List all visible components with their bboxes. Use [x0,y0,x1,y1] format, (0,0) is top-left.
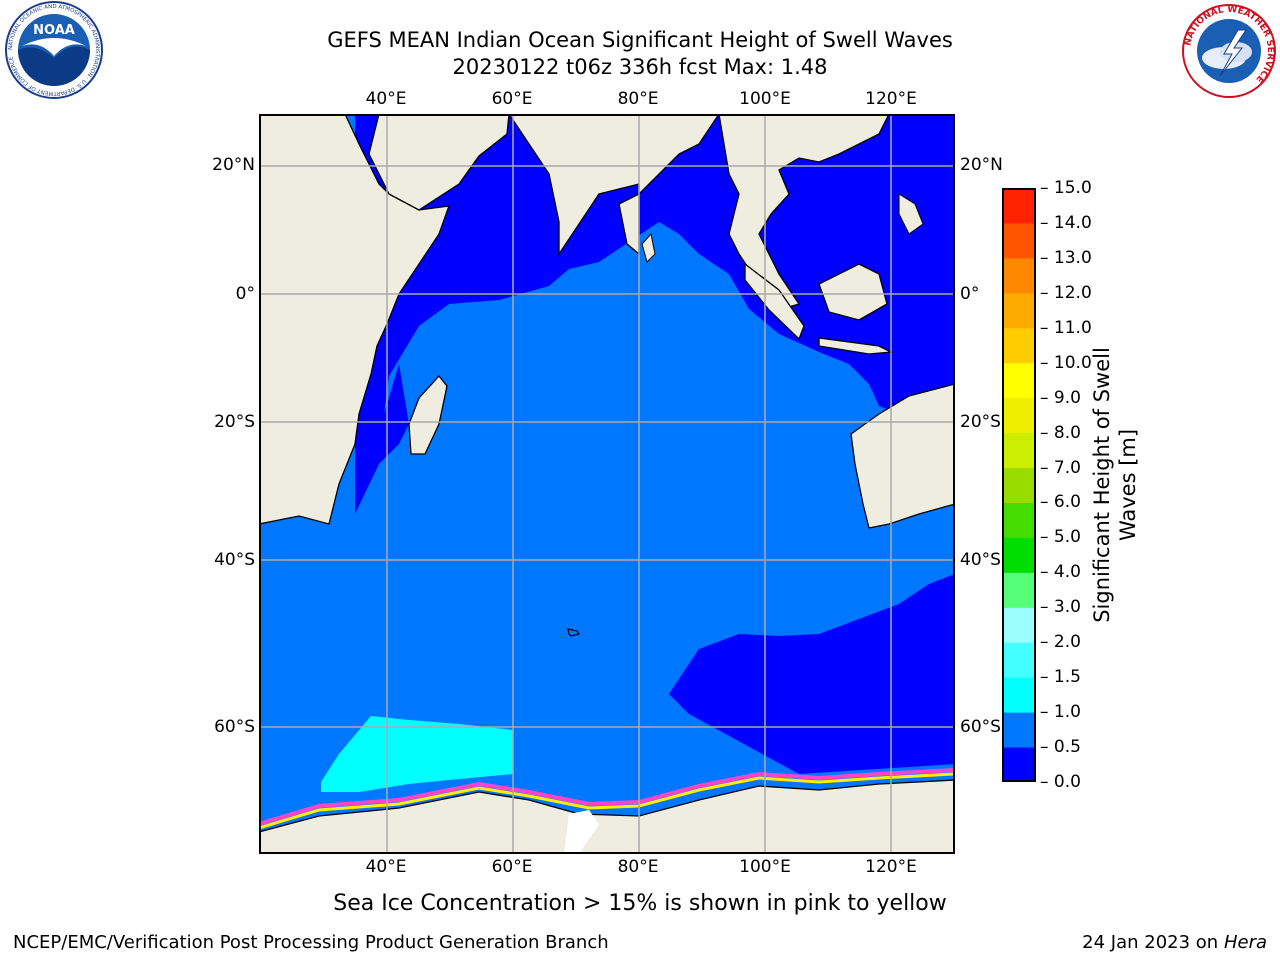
colorbar-segment [1002,502,1036,538]
southeast-asia-land [718,115,890,311]
colorbar-segment [1002,467,1036,503]
lon-tick-bottom-80e: 80°E [617,857,659,877]
lat-tick-right-0: 0° [960,284,980,304]
lon-tick-bottom-40e: 40°E [365,857,407,877]
lat-tick-right-60s: 60°S [960,717,1001,737]
nws-logo: NATIONAL WEATHER SERVICE [1180,2,1278,100]
producer-credit: NCEP/EMC/Verification Post Processing Pr… [13,932,609,953]
map-frame [259,114,955,854]
colorbar-segment [1002,642,1036,678]
generation-date-text: 24 Jan 2023 on [1082,932,1219,953]
map-panel [259,114,955,854]
colorbar-title-line2: Waves [m] [1116,428,1140,542]
colorbar-tick-label: – 0.0 [1040,772,1081,792]
arabia-land [368,115,510,211]
lon-tick-top-40e: 40°E [365,89,407,109]
colorbar-segment [1002,222,1036,259]
colorbar-tick-label: – 6.0 [1040,492,1081,513]
chart-subtitle: 20230122 t06z 336h fcst Max: 1.48 [452,55,828,79]
colorbar-segment [1002,397,1036,434]
colorbar-tick-label: – 10.0 [1040,352,1092,373]
colorbar-title-line1: Significant Height of Swell [1090,347,1114,623]
lon-tick-top-100e: 100°E [739,89,791,109]
swell-1-1p5-region [321,716,513,792]
colorbar-segment [1002,572,1036,608]
lon-tick-top-60e: 60°E [491,89,533,109]
lon-tick-bottom-60e: 60°E [491,857,533,877]
lat-gridlines [260,165,954,728]
colorbar-tick-label: – 0.5 [1040,737,1081,758]
lat-tick-left-60s: 60°S [214,717,255,737]
colorbar-segment [1002,292,1036,329]
colorbar-tick-label: – 2.0 [1040,632,1081,653]
colorbar-tick-label: – 8.0 [1040,422,1081,443]
colorbar-segment [1002,327,1036,364]
colorbar-tick-label: – 9.0 [1040,387,1081,408]
java-land [818,337,894,355]
colorbar [1002,188,1036,783]
colorbar-segment [1002,537,1036,573]
colorbar-tick-label: – 4.0 [1040,562,1081,583]
colorbar-tick-label: – 3.0 [1040,597,1081,618]
borneo-land [818,263,888,321]
lon-tick-top-80e: 80°E [617,89,659,109]
colorbar-segment [1002,747,1036,783]
lon-tick-bottom-100e: 100°E [739,857,791,877]
colorbar-tick-label: – 5.0 [1040,527,1081,548]
machine-name: Hera [1223,932,1267,953]
kerguelen-outline [567,628,580,637]
colorbar-segment [1002,362,1036,399]
swell-map [259,114,955,854]
colorbar-frame [1002,188,1036,782]
colorbar-segment [1002,712,1036,748]
colorbar-tick-labels: – 15.0 – 14.0 – 13.0 – 12.0 – 11.0 – 10.0 – 9.… [1040,178,1120,792]
colorbar-tick-label: – 11.0 [1040,317,1092,338]
lat-tick-left-40s: 40°S [214,550,255,570]
lat-tick-right-40s: 40°S [960,550,1001,570]
sea-ice-inner [260,772,954,830]
lat-tick-right-20n: 20°N [960,155,1003,175]
southern-low-swell-region [669,574,954,774]
colorbar-segment [1002,257,1036,294]
antarctica-land [260,779,954,853]
colorbar-segment [1002,677,1036,713]
australia-land [850,383,954,529]
lat-tick-right-20s: 20°S [960,412,1001,432]
northern-low-swell-region [355,115,954,454]
colorbar-tick-label: – 13.0 [1040,247,1092,268]
colorbar-segment [1002,607,1036,643]
lat-tick-left-20n: 20°N [212,155,255,175]
colorbar-tick-label: – 7.0 [1040,457,1081,478]
generation-date: 24 Jan 2023 on Hera [1082,932,1267,953]
sumatra-land [744,262,805,341]
colorbar-tick-label: – 1.0 [1040,702,1081,723]
madagascar-land [408,374,448,455]
lat-tick-left-0: 0° [235,284,255,304]
colorbar-tick-label: – 14.0 [1040,212,1092,233]
sea-ice-edge [260,768,954,826]
lon-tick-bottom-120e: 120°E [865,857,917,877]
chart-title: GEFS MEAN Indian Ocean Significant Heigh… [327,28,953,52]
sea-ice-note: Sea Ice Concentration > 15% is shown in … [333,891,947,916]
lon-tick-top-120e: 120°E [865,89,917,109]
colorbar-segment [1002,432,1036,469]
lon-gridlines [386,115,892,853]
colorbar-segment [1002,188,1036,224]
colorbar-tick-label: – 15.0 [1040,178,1092,198]
colorbar-tick-label: – 1.5 [1040,667,1081,688]
noaa-logo: NOAA NATIONAL OCEANIC AND ATMOSPHERIC AD… [2,0,106,102]
colorbar-tick-label: – 12.0 [1040,282,1092,303]
lat-tick-left-20s: 20°S [214,412,255,432]
noaa-logo-text: NOAA [33,23,75,38]
